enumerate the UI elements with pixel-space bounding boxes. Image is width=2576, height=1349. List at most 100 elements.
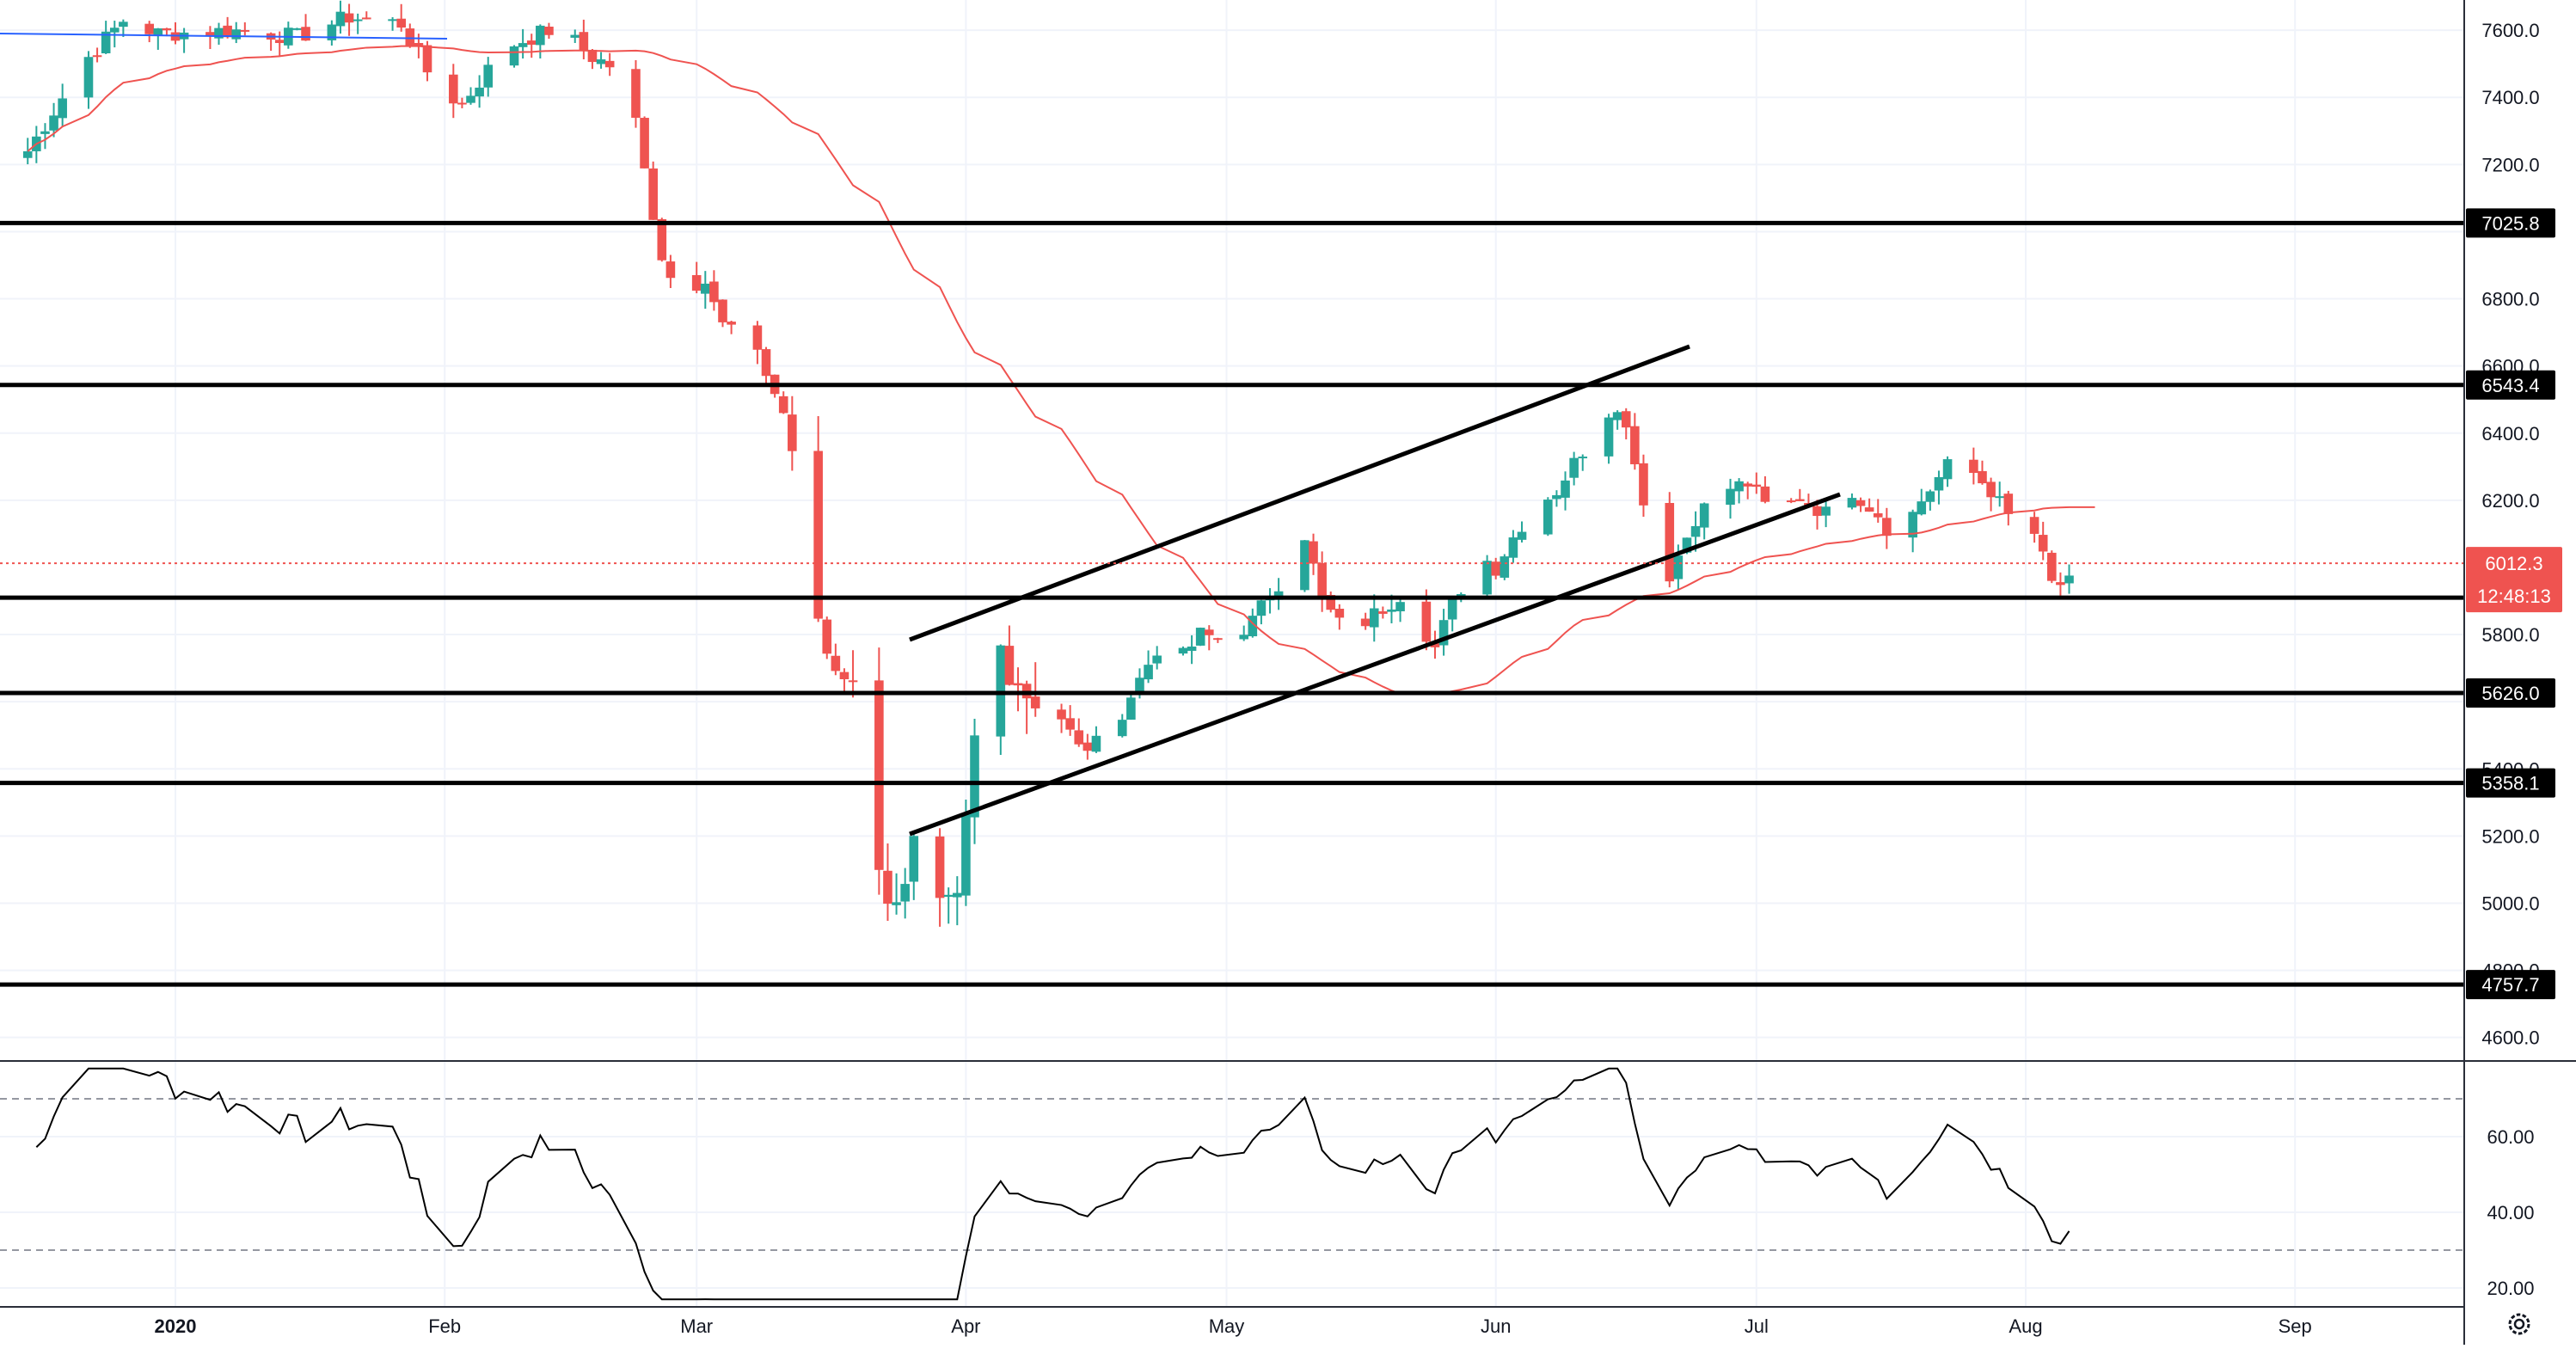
candle — [648, 161, 658, 220]
candle-body — [119, 21, 128, 28]
candle-body — [631, 69, 641, 118]
candle-body — [214, 28, 224, 39]
candle-body — [1421, 601, 1432, 642]
price-tick-label: 5000.0 — [2481, 892, 2539, 914]
candle — [101, 21, 111, 54]
time-tick-label: Feb — [428, 1315, 461, 1337]
candle-body — [1369, 608, 1379, 628]
candle — [839, 668, 849, 695]
level-badge-bg — [2466, 970, 2555, 1000]
candle-body — [727, 322, 736, 325]
candle-body — [1812, 506, 1822, 517]
channel-lower-line[interactable] — [909, 492, 1841, 837]
price-tick-label: 7400.0 — [2481, 87, 2539, 108]
candle-body — [1543, 500, 1553, 535]
horizontal-levels — [0, 220, 2464, 987]
candle — [665, 254, 676, 289]
candle — [1908, 509, 1917, 553]
candle — [570, 29, 580, 44]
candle-body — [579, 32, 589, 51]
candle — [1561, 471, 1570, 511]
candle-body — [396, 18, 406, 28]
candle — [1517, 521, 1527, 543]
candle-body — [1187, 647, 1197, 651]
trend-lines — [0, 33, 1841, 837]
candle-body — [414, 43, 424, 47]
candle-body — [1986, 481, 1996, 498]
candle-body — [892, 902, 901, 905]
candle-body — [1317, 562, 1327, 598]
candle — [153, 28, 163, 50]
candle-body — [1004, 646, 1015, 685]
candle — [2056, 572, 2065, 596]
candle — [449, 64, 458, 119]
candle — [1665, 492, 1675, 588]
candle — [231, 21, 242, 44]
candle-body — [1456, 593, 1466, 596]
candle — [1821, 499, 1831, 528]
candle-body — [162, 28, 172, 31]
candle-body — [205, 32, 215, 37]
candle — [1699, 502, 1709, 540]
rsi-line[interactable] — [35, 1067, 2070, 1301]
price-tick-label: 5200.0 — [2481, 825, 2539, 847]
candle-body — [883, 870, 892, 904]
candle-body — [1482, 561, 1492, 595]
candle-body — [1395, 602, 1405, 611]
candle-body — [691, 274, 702, 291]
price-badges: 7025.8 6543.4 5626.0 5358.1 4757.7 6012.3 12:4… — [2466, 208, 2562, 1000]
time-tick-label: Mar — [680, 1315, 713, 1337]
candle-body — [970, 735, 979, 818]
candle-body — [1995, 496, 2004, 499]
candle-body — [1786, 500, 1796, 503]
candle-body — [839, 671, 849, 680]
candle-body — [483, 64, 494, 88]
blue-trend-line[interactable] — [0, 33, 448, 40]
candle — [49, 102, 58, 138]
candle — [509, 45, 519, 68]
channel-upper-line[interactable] — [909, 344, 1690, 642]
candle-body — [544, 26, 554, 35]
last-price-text: 6012.3 — [2485, 553, 2542, 574]
candle — [761, 346, 771, 387]
candle — [214, 22, 224, 45]
candle-body — [1760, 486, 1770, 502]
candle — [361, 11, 371, 20]
candle-body — [1682, 537, 1692, 553]
candle — [1091, 726, 1101, 753]
last-price-badge: 6012.3 12:48:13 — [2466, 547, 2562, 613]
candle-body — [1326, 594, 1336, 610]
candle-body — [709, 281, 719, 303]
ma-line[interactable] — [27, 45, 2095, 696]
candle — [144, 21, 154, 43]
candle-body — [388, 19, 397, 21]
level-badge-text: 5626.0 — [2481, 683, 2539, 704]
candle-body — [1334, 609, 1345, 618]
candle — [640, 116, 649, 169]
level-badge-bg — [2466, 208, 2555, 238]
candle-body — [223, 25, 232, 38]
candle-body — [1639, 463, 1648, 506]
settings-button[interactable] — [2508, 1313, 2530, 1335]
candle-body — [274, 40, 285, 44]
candle-body — [361, 17, 371, 20]
candle-body — [587, 49, 598, 63]
candle — [396, 3, 406, 32]
candle-body — [231, 29, 242, 40]
candle-body — [900, 884, 910, 902]
candle-body — [353, 19, 363, 21]
candle — [1925, 489, 1935, 511]
candle — [1395, 597, 1405, 622]
candle-body — [1438, 620, 1449, 646]
candle — [788, 396, 797, 471]
candle — [483, 57, 494, 97]
candle — [900, 868, 910, 919]
candle — [1360, 612, 1371, 630]
price-tick-label: 7600.0 — [2481, 20, 2539, 41]
time-axis-background — [0, 1307, 2576, 1345]
candle-body — [1387, 609, 1396, 612]
candle — [388, 16, 397, 31]
